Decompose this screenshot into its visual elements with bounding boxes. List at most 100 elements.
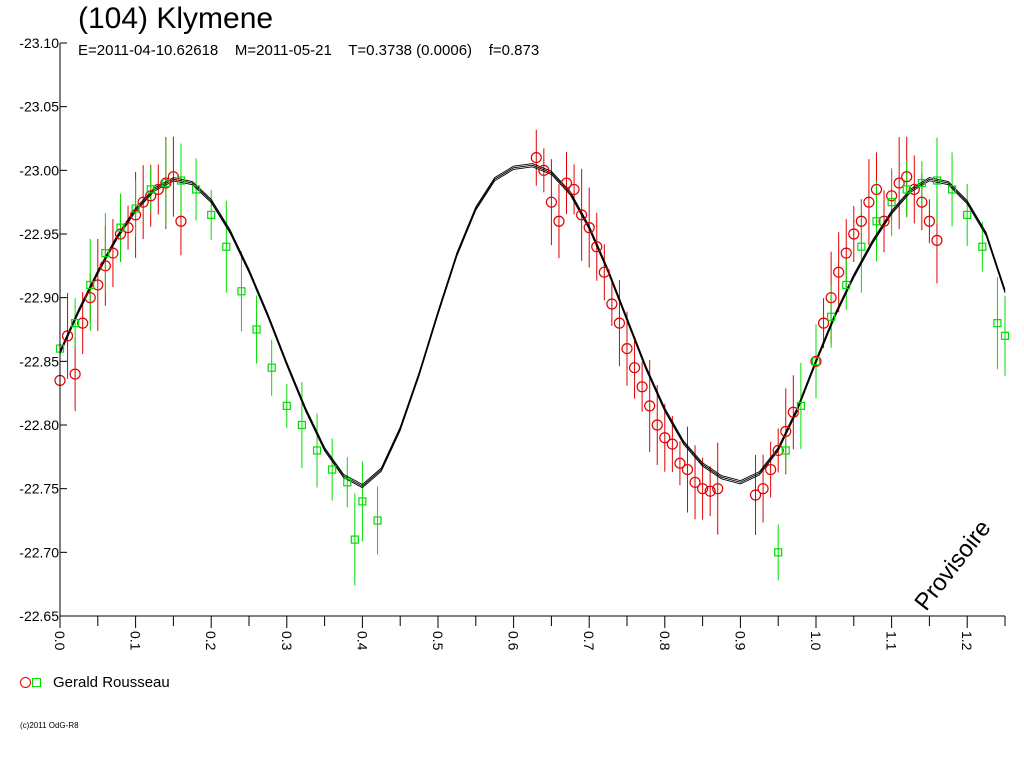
fit-curve-line — [59, 163, 1006, 486]
data-point-circle — [651, 419, 663, 431]
chart-title: (104) Klymene — [78, 2, 274, 35]
data-point-circle — [659, 432, 671, 444]
data-point-square — [978, 242, 987, 251]
data-point-circle — [787, 406, 799, 418]
data-point-circle — [772, 444, 784, 457]
data-point-square — [917, 178, 926, 188]
data-point-square — [932, 176, 942, 185]
data-point-square — [373, 516, 382, 525]
data-point-circle — [689, 476, 701, 488]
watermark-provisoire: Provisoire — [909, 515, 996, 616]
data-point-square — [297, 420, 307, 430]
data-point-circle — [553, 215, 565, 227]
data-point-square — [207, 210, 216, 219]
data-point-square — [161, 178, 170, 188]
data-point-circle — [621, 343, 633, 355]
x-tick-label: 0.6 — [506, 631, 522, 651]
error-bars — [59, 129, 1006, 586]
data-point-circle — [107, 247, 119, 259]
x-tick-label: 1.2 — [959, 631, 975, 651]
copyright-text: (c)2011 OdG-R8 — [20, 721, 79, 730]
x-tick-label: 1.0 — [808, 631, 824, 651]
data-point-square — [796, 401, 805, 410]
data-point-circle — [92, 279, 104, 291]
x-tick-label: 0.1 — [128, 631, 144, 651]
data-point-square — [71, 319, 80, 328]
y-tick-label: -22.70 — [19, 544, 59, 560]
data-point-circle — [696, 483, 709, 495]
x-tick-label: 0.4 — [354, 631, 370, 651]
data-point-circle — [613, 317, 626, 329]
data-point-circle — [901, 171, 913, 183]
data-point-circle — [681, 463, 694, 476]
data-point-circle — [175, 215, 187, 227]
data-point-square — [222, 242, 231, 251]
data-point-square — [827, 312, 836, 321]
data-point-square — [116, 223, 125, 232]
y-tick-label: -22.85 — [19, 353, 59, 369]
data-point-circle — [61, 330, 74, 342]
data-point-square — [887, 198, 896, 207]
data-point-circle — [84, 292, 96, 304]
data-point-square — [252, 325, 261, 334]
data-point-circle — [99, 260, 111, 272]
data-point-circle — [931, 234, 943, 246]
data-point-circle — [840, 247, 852, 259]
y-tick-label: -23.00 — [19, 162, 59, 178]
chart-subtitle: E=2011-04-10.62618 M=2011-05-21 T=0.3738… — [78, 42, 540, 59]
data-point-square — [191, 185, 201, 194]
data-point-square — [811, 357, 821, 366]
data-point-square — [993, 319, 1002, 328]
data-point-circle — [77, 317, 89, 329]
data-point-square — [267, 363, 276, 372]
y-tick-label: -23.10 — [19, 35, 59, 51]
data-point-square — [86, 280, 95, 290]
y-tick-label: -22.75 — [19, 481, 59, 497]
data-point-circle — [114, 228, 127, 240]
data-point-square — [902, 185, 911, 194]
x-tick-label: 0.5 — [430, 631, 446, 651]
data-points — [54, 152, 1010, 557]
data-point-square — [282, 401, 291, 410]
data-point-circle — [122, 222, 134, 234]
data-point-circle — [644, 400, 656, 412]
data-point-circle — [885, 190, 898, 202]
data-point-square — [131, 204, 140, 213]
y-tick-label: -22.65 — [19, 608, 59, 624]
data-point-circle — [848, 228, 860, 240]
data-point-circle — [160, 177, 172, 189]
data-point-circle — [130, 209, 142, 221]
data-point-circle — [923, 215, 936, 227]
data-point-square — [146, 185, 155, 194]
data-point-circle — [878, 215, 890, 227]
data-point-square — [774, 548, 783, 557]
data-point-circle — [765, 463, 777, 476]
axes: -23.10 -23.05 -23.00 -22.95 -22.90 -22.85 -22.… — [19, 35, 1006, 651]
data-point-circle — [749, 489, 762, 501]
data-point-circle — [712, 483, 724, 495]
data-point-circle — [530, 152, 542, 164]
data-point-circle — [825, 292, 837, 304]
data-point-square — [101, 249, 110, 258]
data-point-circle — [636, 381, 648, 393]
data-point-square — [328, 465, 337, 474]
data-point-circle — [908, 183, 920, 196]
x-tick-label: 0.0 — [52, 631, 68, 651]
y-tick-label: -22.90 — [19, 290, 59, 306]
data-point-circle — [628, 362, 641, 374]
data-point-circle — [69, 368, 81, 380]
data-point-square — [358, 497, 367, 506]
data-point-circle — [583, 222, 595, 234]
x-tick-label: 0.2 — [203, 631, 219, 651]
legend-circle-icon — [20, 677, 31, 688]
fit-curve-line — [59, 164, 1006, 487]
legend: Gerald Rousseau — [20, 674, 170, 691]
data-point-circle — [893, 177, 905, 189]
y-tick-label: -23.05 — [19, 99, 59, 115]
data-point-circle — [576, 209, 588, 221]
data-point-circle — [916, 196, 928, 208]
x-tick-label: 0.3 — [279, 631, 295, 651]
data-point-circle — [145, 190, 157, 202]
data-point-square — [1000, 331, 1010, 340]
